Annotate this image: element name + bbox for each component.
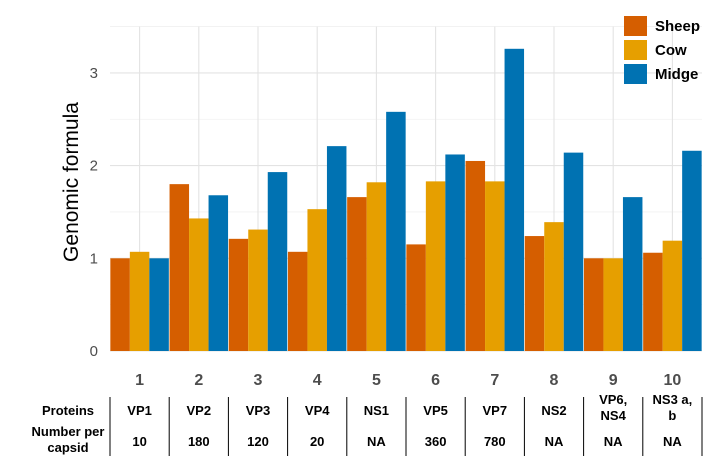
protein-cell: VP6, NS4	[599, 392, 627, 423]
bar-cow-5	[366, 182, 387, 351]
protein-cell: VP7	[483, 403, 508, 418]
legend-label-sheep: Sheep	[655, 18, 700, 35]
legend-label-midge: Midge	[655, 66, 698, 83]
protein-table: Proteins Number per capsid VP1 VP2 VP3 VP4 NS1 V…	[32, 392, 703, 456]
capsid-count-cell: 180	[188, 434, 210, 449]
legend-label-cow: Cow	[655, 42, 687, 59]
capsid-count-cell: NA	[604, 434, 623, 449]
bar-sheep-4	[287, 251, 308, 351]
bar-midge-4	[326, 146, 347, 351]
y-tick-label: 3	[90, 65, 98, 82]
x-tick-labels: 1 2 3 4 5 6 7 8 9 10	[135, 372, 681, 389]
x-tick-label: 7	[490, 372, 499, 389]
capsid-count-cell: NA	[367, 434, 386, 449]
x-tick-label: 8	[550, 372, 559, 389]
y-tick-label: 2	[90, 158, 98, 175]
bar-cow-6	[425, 181, 446, 351]
x-tick-label: 5	[372, 372, 381, 389]
bar-sheep-3	[228, 238, 249, 351]
protein-cell: NS1	[364, 403, 389, 418]
protein-cell: VP2	[187, 403, 212, 418]
legend: Sheep Cow Midge	[624, 16, 700, 84]
bar-midge-10	[682, 150, 702, 351]
legend-swatch-sheep	[624, 16, 647, 36]
bar-sheep-5	[347, 197, 367, 351]
bar-sheep-9	[583, 258, 604, 351]
y-axis-label: Genomic formula	[60, 102, 83, 262]
protein-cell: VP5	[423, 403, 448, 418]
protein-cell: NS2	[541, 403, 566, 418]
bar-midge-8	[563, 152, 584, 351]
y-tick-labels: 0 1 2 3	[90, 65, 98, 360]
bar-sheep-10	[643, 252, 663, 351]
bar-cow-3	[248, 229, 268, 351]
x-tick-label: 9	[609, 372, 618, 389]
bar-sheep-8	[524, 236, 545, 351]
row-label-proteins: Proteins	[42, 403, 94, 418]
x-tick-label: 10	[664, 372, 682, 389]
x-tick-label: 2	[194, 372, 203, 389]
bar-midge-6	[445, 154, 465, 351]
bar-sheep-6	[406, 244, 426, 351]
bar-cow-10	[662, 240, 683, 351]
x-tick-label: 3	[254, 372, 263, 389]
legend-swatch-cow	[624, 40, 647, 60]
legend-swatch-midge	[624, 64, 647, 84]
bar-sheep-7	[465, 160, 486, 351]
bar-midge-9	[622, 197, 643, 351]
y-tick-label: 1	[90, 250, 98, 267]
x-tick-label: 6	[431, 372, 440, 389]
bar-midge-1	[149, 258, 169, 351]
bar-midge-3	[267, 172, 288, 351]
bar-midge-2	[208, 195, 229, 351]
capsid-count-cell: 780	[484, 434, 506, 449]
capsid-count-cell: NA	[663, 434, 682, 449]
capsid-count-cell: 360	[425, 434, 447, 449]
bar-cow-8	[544, 222, 564, 351]
bar-cow-4	[307, 209, 327, 351]
protein-cell: VP4	[305, 403, 330, 418]
protein-cell: VP3	[246, 403, 271, 418]
bar-cow-9	[603, 258, 623, 351]
bar-sheep-2	[169, 184, 190, 351]
capsid-count-cell: 120	[247, 434, 269, 449]
x-tick-label: 4	[313, 372, 322, 389]
bar-cow-2	[189, 218, 209, 351]
bar-midge-5	[386, 111, 406, 351]
bar-midge-7	[504, 48, 525, 351]
protein-cell: NS3 a, b	[653, 392, 693, 423]
capsid-count-cell: 10	[132, 434, 146, 449]
bar-cow-1	[129, 251, 150, 351]
bars	[110, 48, 702, 351]
capsid-count-cell: NA	[545, 434, 564, 449]
bar-cow-7	[485, 181, 505, 351]
capsid-count-cell: 20	[310, 434, 324, 449]
x-tick-label: 1	[135, 372, 144, 389]
protein-cell: VP1	[127, 403, 152, 418]
bar-sheep-1	[110, 258, 130, 351]
row-label-number-per-capsid: Number per capsid	[32, 424, 105, 455]
y-tick-label: 0	[90, 343, 98, 360]
